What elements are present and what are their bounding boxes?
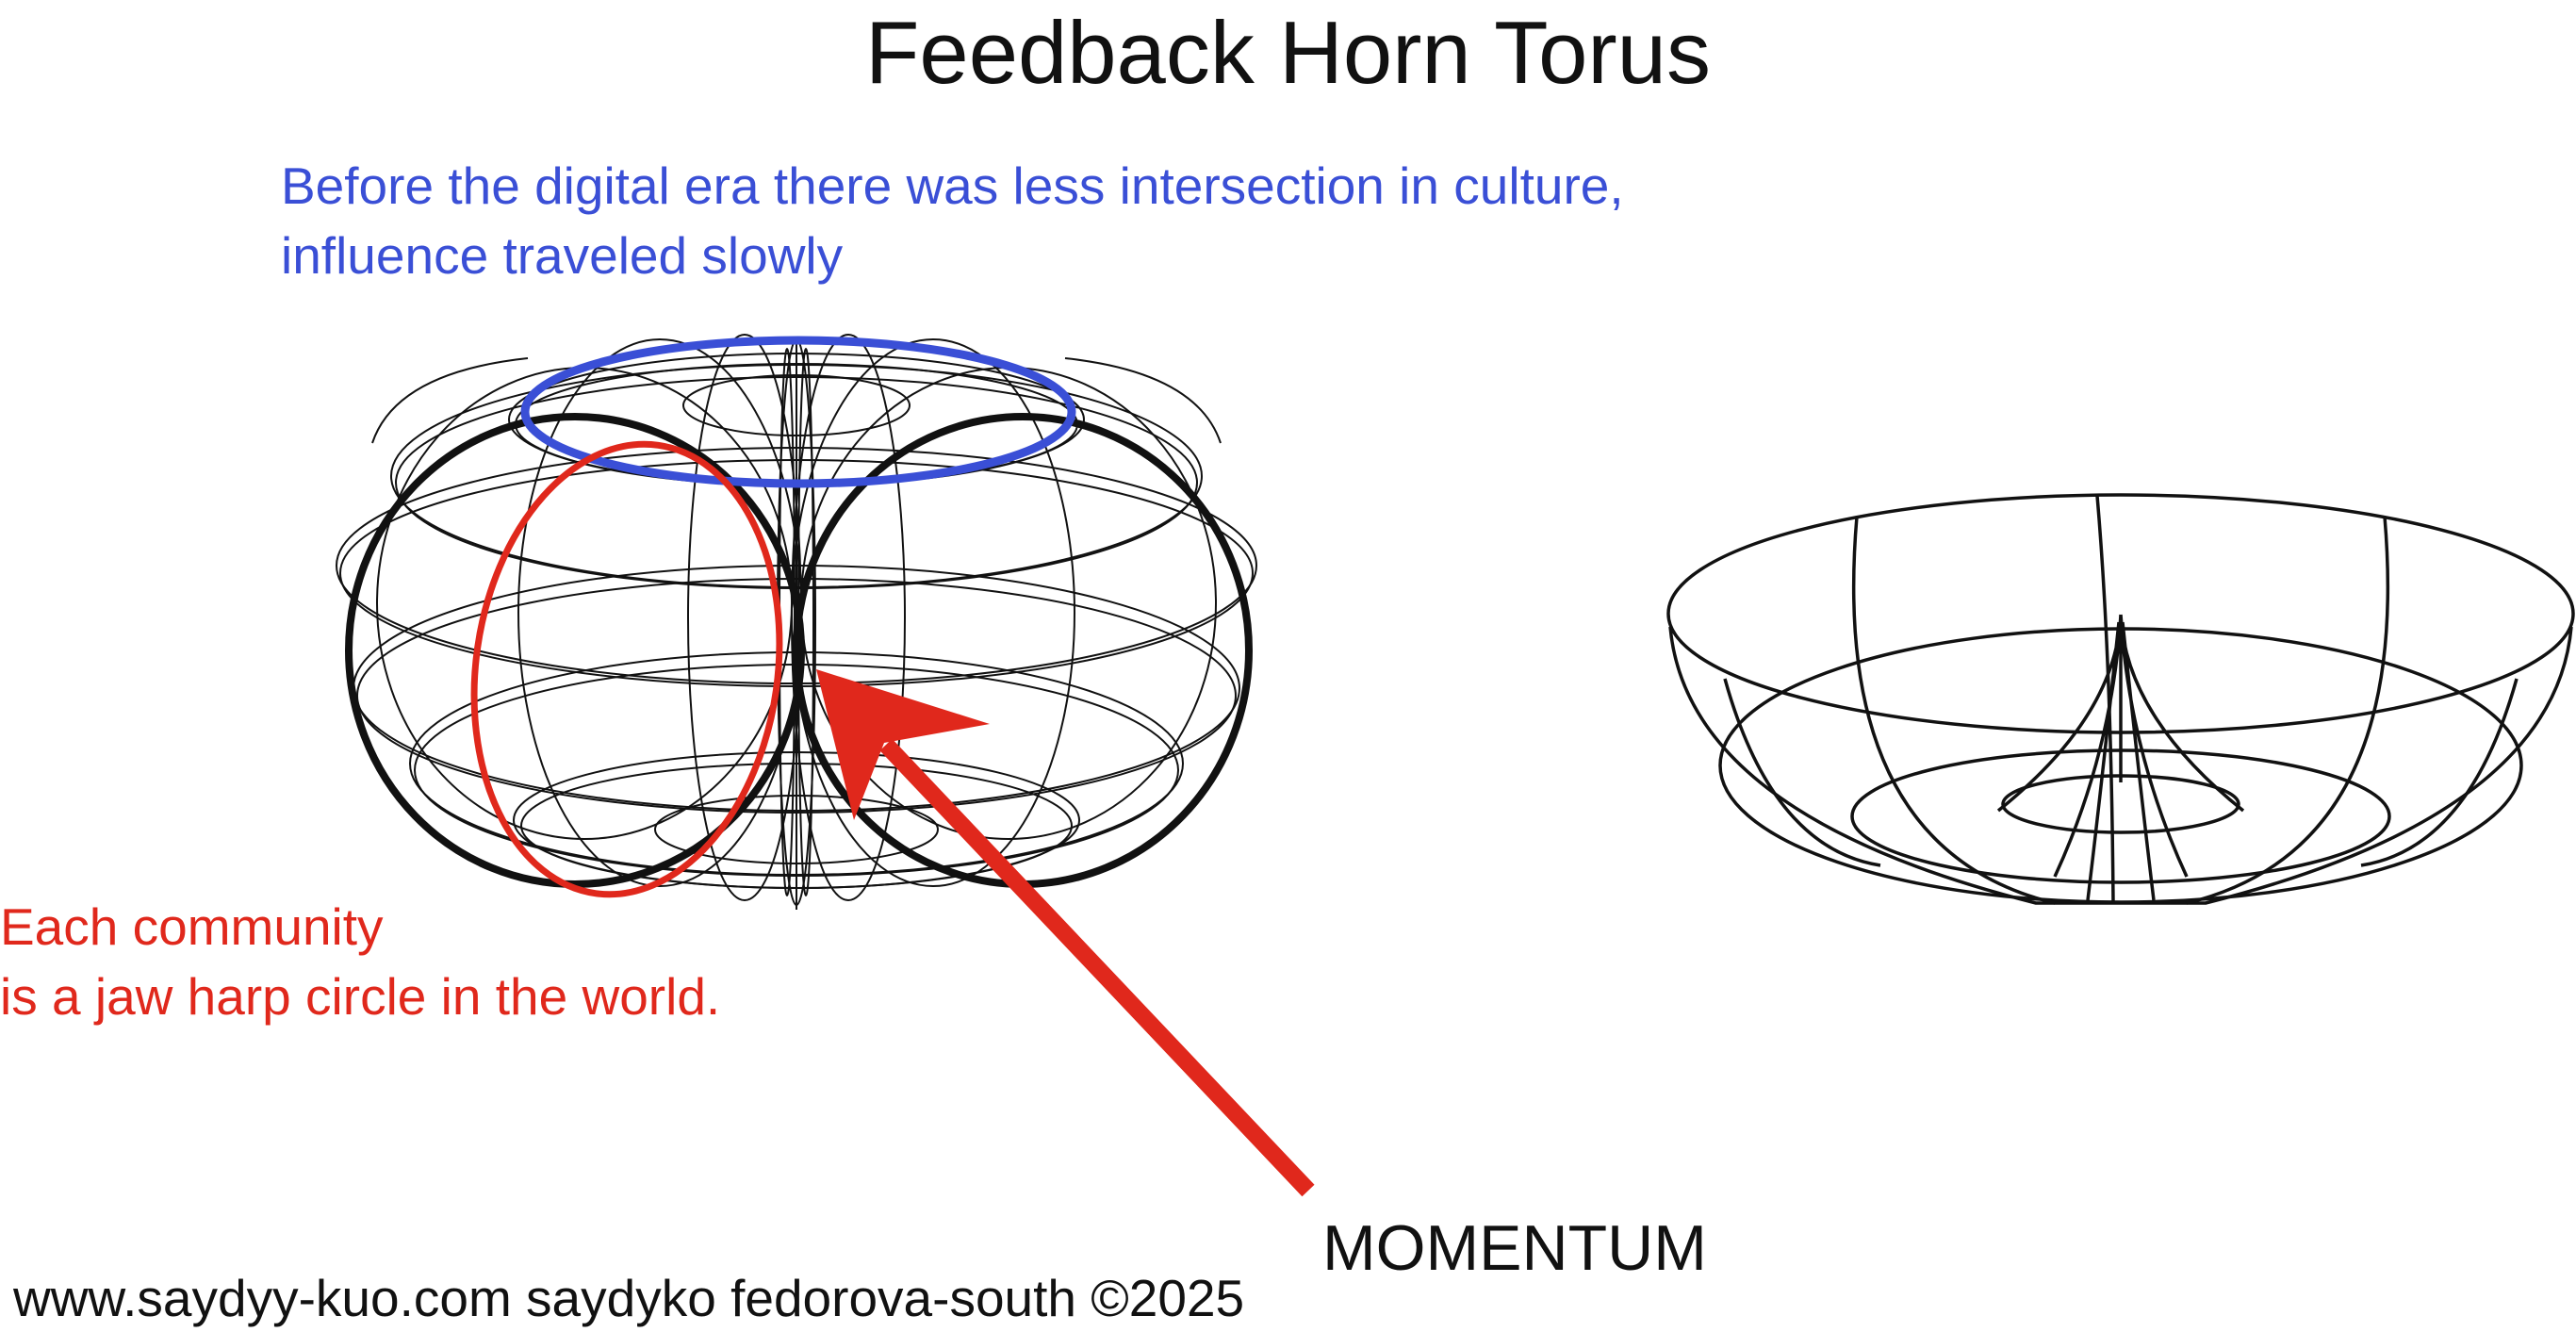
bowl-wireframe	[1666, 493, 2575, 905]
horn-torus-wireframe	[336, 334, 1257, 910]
momentum-label: MOMENTUM	[1322, 1212, 1707, 1284]
bowl-center-spike	[1996, 614, 2245, 901]
momentum-arrow	[816, 669, 1315, 1197]
red-community-circle	[470, 440, 783, 898]
blue-top-ring	[520, 336, 1076, 488]
red-annotation: Each community is a jaw harp circle in t…	[0, 892, 720, 1031]
diagram-title: Feedback Horn Torus	[865, 3, 1711, 102]
bowl-center-ring	[2001, 774, 2240, 834]
red-annotation-line-2: is a jaw harp circle in the world.	[0, 967, 721, 1026]
blue-annotation-line-2: influence traveled slowly	[281, 226, 844, 285]
red-annotation-line-1: Each community	[0, 897, 384, 956]
blue-annotation: Before the digital era there was less in…	[281, 151, 1624, 290]
blue-annotation-line-1: Before the digital era there was less in…	[281, 156, 1624, 215]
credit-line: www.saydyy-kuo.com saydyko fedorova-sout…	[13, 1269, 1245, 1327]
